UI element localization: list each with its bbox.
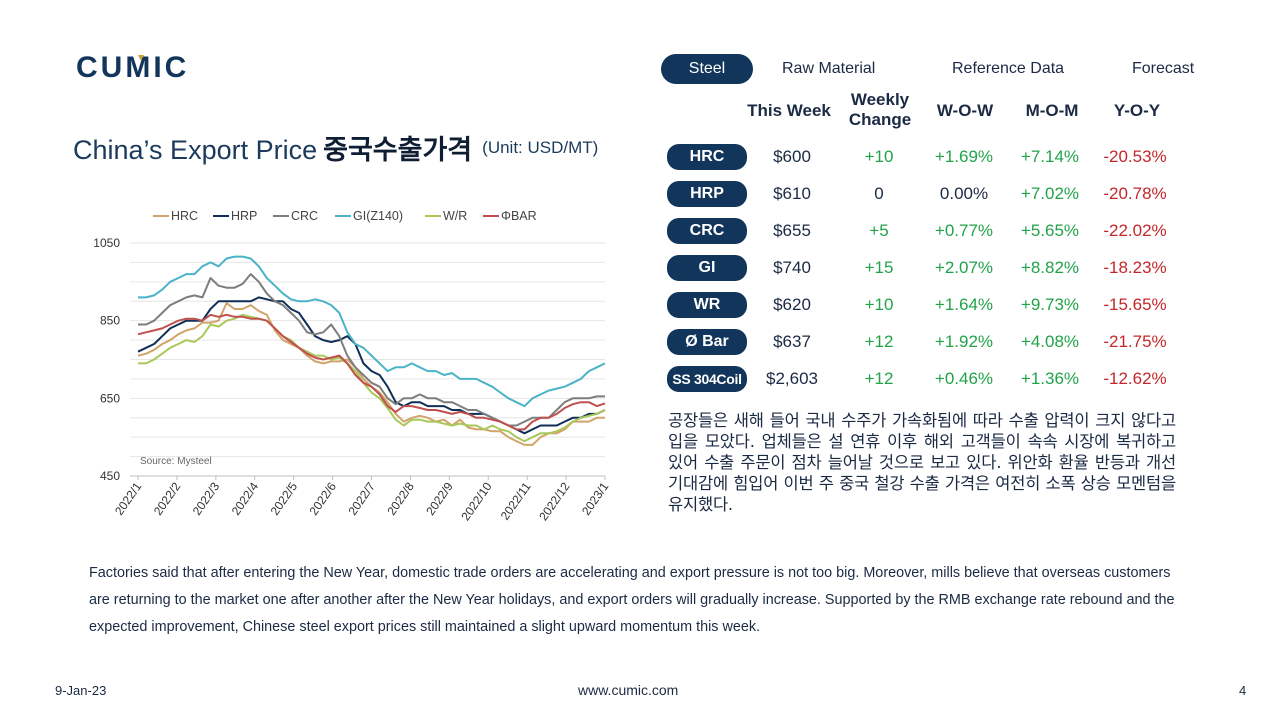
chart-source: Source: Mysteel [140,456,212,467]
x-tick-label: 2022/10 [458,479,495,523]
mom-cell: +7.14% [1020,147,1080,166]
yoy-cell: -18.23% [1103,258,1167,277]
page-title: China’s Export Price 중국수출가격 (Unit: USD/MT) [73,128,598,167]
header-wow: W-O-W [936,101,994,120]
price-cell: $600 [773,147,811,166]
product-badge: HRC [667,144,747,170]
wow-cell: +2.07% [934,258,994,277]
x-tick-label: 2022/7 [345,479,378,517]
footer-date: 9-Jan-23 [55,683,107,698]
x-tick-label: 2022/8 [384,479,417,517]
product-badge: GI [667,255,747,281]
legend-label: HRP [231,209,257,223]
change-cell: +5 [869,221,889,240]
product-badge: Ø Bar [667,329,747,355]
cumic-logo: CUMIC [76,52,189,80]
price-cell: $655 [773,221,811,240]
price-cell: $620 [773,295,811,314]
yoy-cell: -22.02% [1103,221,1167,240]
x-tick-label: 2022/11 [498,479,534,522]
legend-label: HRC [171,209,198,223]
title-korean: 중국수출가격 [323,135,473,165]
price-cell: $637 [773,332,811,351]
korean-summary: 공장들은 새해 들어 국내 수주가 가속화됨에 따라 수출 압력이 크지 않다고… [668,411,1176,514]
legend-label: GI(Z140) [353,209,403,223]
tab-forecast[interactable]: Forecast [1132,60,1195,77]
svg-text:CUMIC: CUMIC [76,52,189,80]
chart-legend: HRC HRP CRC GI(Z140) W/R ΦBAR [153,209,537,223]
legend-label: CRC [291,209,318,223]
yoy-cell: -20.53% [1103,147,1167,166]
price-cell: $610 [773,184,811,203]
title-unit: (Unit: USD/MT) [482,138,599,157]
mom-cell: +7.02% [1020,184,1080,203]
change-cell: +12 [864,332,894,351]
export-price-chart: HRC HRP CRC GI(Z140) W/R ΦBAR 450 650 850 1050 2… [93,209,612,523]
yoy-cell: -15.65% [1103,295,1167,314]
price-cell: $2,603 [766,369,818,388]
mom-cell: +5.65% [1020,221,1080,240]
change-cell: +10 [864,295,894,314]
yoy-cell: -20.78% [1103,184,1167,203]
y-tick-label: 850 [100,314,120,328]
wow-cell: +1.69% [934,147,994,166]
x-tick-label: 2022/2 [151,479,184,517]
x-tick-label: 2022/12 [536,479,573,523]
y-tick-label: 450 [100,469,120,483]
x-tick-label: 2022/4 [229,479,262,517]
tab-reference-data[interactable]: Reference Data [952,60,1065,77]
product-badge: WR [667,292,747,318]
footer-website[interactable]: www.cumic.com [578,682,679,698]
change-cell: +12 [864,369,894,388]
product-badge: CRC [667,218,747,244]
header-mom: M-O-M [1025,101,1079,120]
price-cell: $740 [773,258,811,277]
series-line-gi-z140- [138,255,606,408]
page-number: 4 [1239,683,1247,698]
y-tick-label: 1050 [93,236,120,250]
english-summary: Factories said that after entering the N… [89,565,1175,635]
header-weekly-change: Weekly Change [848,90,912,129]
tab-raw-material[interactable]: Raw Material [782,60,876,77]
legend-label: W/R [443,209,467,223]
wow-cell: +1.64% [934,295,994,314]
mom-cell: +9.73% [1020,295,1080,314]
wow-cell: +0.46% [934,369,994,388]
x-tick-label: 2022/9 [423,479,456,517]
wow-cell: +0.77% [934,221,994,240]
yoy-cell: -12.62% [1103,369,1167,388]
x-tick-label: 2022/6 [307,479,340,517]
wow-cell: 0.00% [939,184,989,203]
yoy-cell: -21.75% [1103,332,1167,351]
series-line-crc [138,273,605,427]
change-cell: +15 [864,258,894,277]
x-tick-label: 2023/1 [579,479,612,517]
tab-steel[interactable]: Steel [661,54,753,84]
title-main: China’s Export Price [73,135,318,165]
series-line-hrp [137,296,606,435]
change-cell: 0 [874,184,884,203]
product-badge: HRP [667,181,747,207]
product-badge: SS 304Coil [667,366,747,392]
x-tick-label: 2022/3 [190,479,223,517]
mom-cell: +1.36% [1020,369,1080,388]
series-line--bar [137,313,606,431]
series-line-w-r [138,313,606,443]
wow-cell: +1.92% [934,332,994,351]
mom-cell: +8.82% [1020,258,1080,277]
mom-cell: +4.08% [1020,332,1080,351]
x-tick-label: 2022/1 [112,479,145,517]
y-tick-label: 650 [100,391,120,405]
header-this-week: This Week [747,101,831,120]
series-line-hrc [137,302,605,446]
change-cell: +10 [864,147,894,166]
x-tick-label: 2022/5 [268,479,301,517]
header-yoy: Y-O-Y [1113,101,1161,120]
legend-label: ΦBAR [501,209,537,223]
